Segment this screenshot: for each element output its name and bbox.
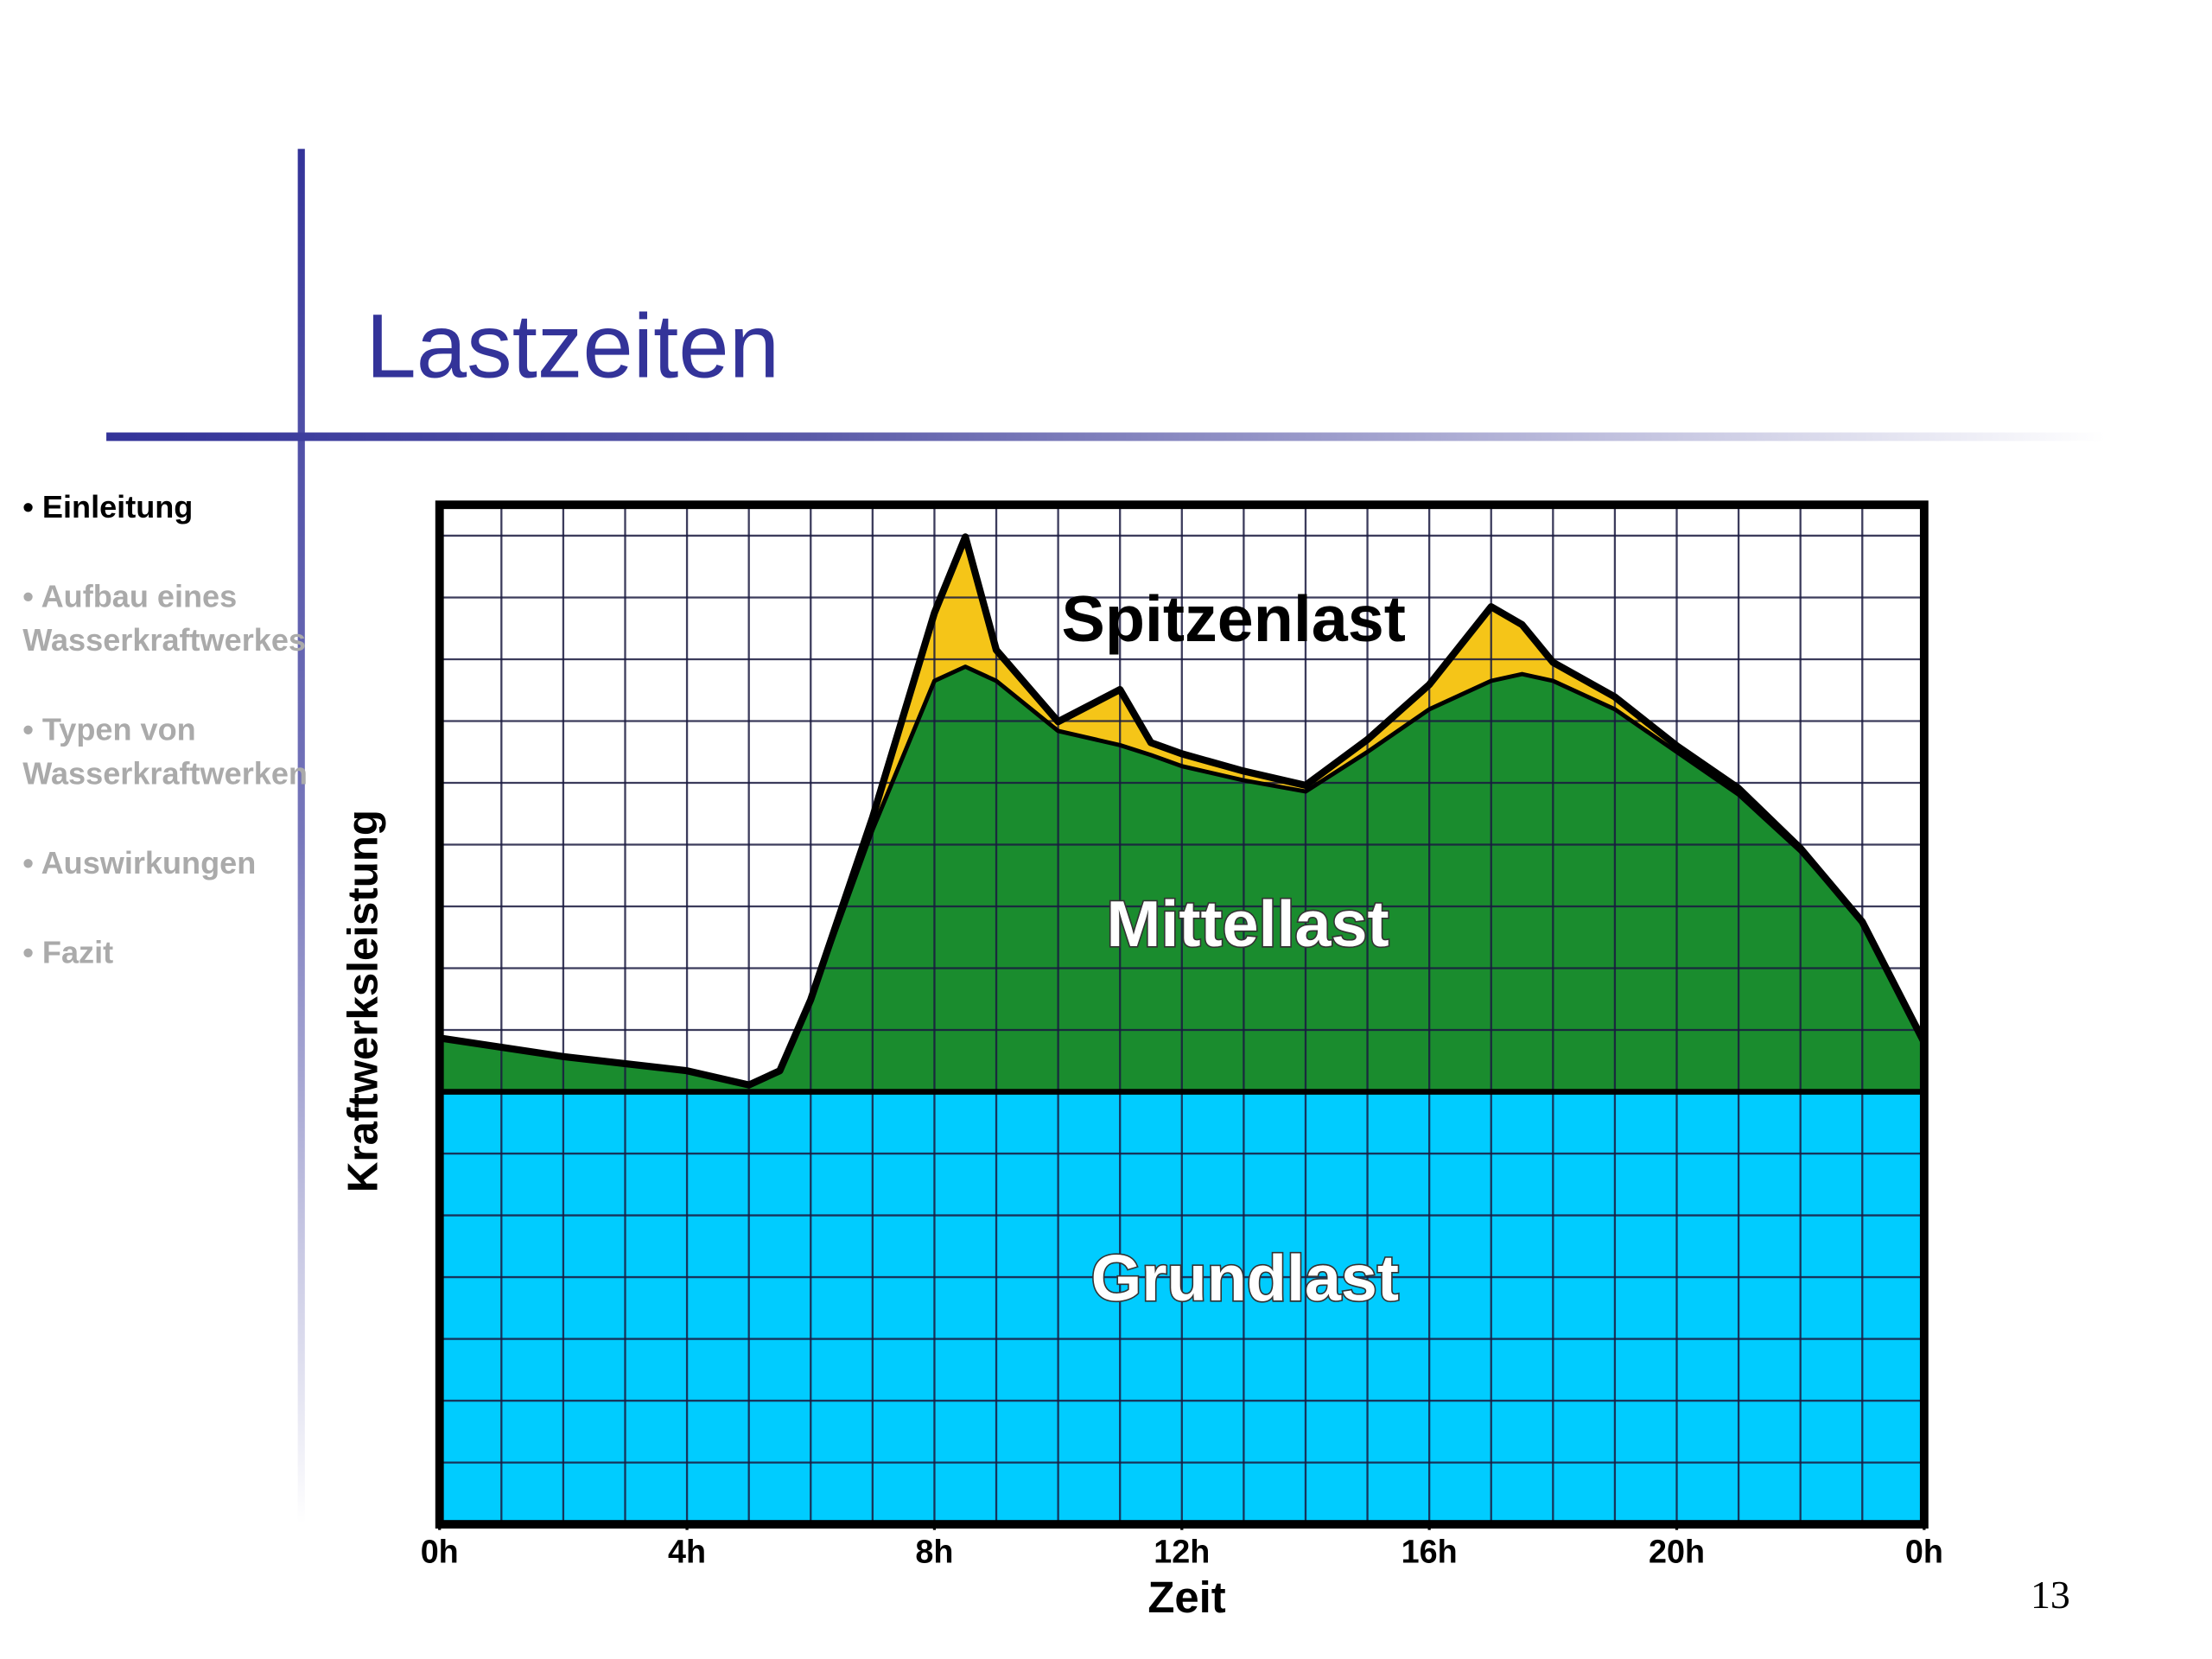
nav-item[interactable]: • Fazit [22, 934, 113, 969]
x-tick-label: 16h [1402, 1533, 1458, 1569]
x-tick-label: 4h [668, 1533, 706, 1569]
chart: Grundlast Mittellast Spitzenlast 0h 4h 8h 12h 1… [340, 500, 1943, 1622]
x-tick-label: 0h [421, 1533, 459, 1569]
nav-item[interactable]: • Aufbau eines [22, 578, 237, 613]
y-axis-label: Kraftwerksleistung [340, 810, 387, 1192]
vertical-rule [297, 149, 305, 1525]
nav-item[interactable]: • Auswirkungen [22, 845, 256, 880]
nav-item[interactable]: Wasserkraftwerken [22, 755, 308, 791]
nav-item[interactable]: • Einleitung [22, 489, 193, 524]
x-tick-label: 8h [915, 1533, 953, 1569]
x-tick-label: 20h [1649, 1533, 1705, 1569]
x-tick-label: 0h [1905, 1533, 1943, 1569]
page-number: 13 [2031, 1573, 2070, 1617]
series-label: Grundlast [1091, 1242, 1399, 1314]
navigation: • Einleitung • Aufbau eines Wasserkraftwer… [22, 489, 308, 969]
horizontal-rule [106, 432, 2106, 442]
slide-title: Lastzeiten [365, 296, 779, 397]
x-axis-label: Zeit [1147, 1573, 1225, 1622]
series-label: Spitzenlast [1061, 582, 1405, 655]
nav-item[interactable]: • Typen von [22, 712, 195, 747]
series-label: Mittellast [1107, 887, 1389, 960]
nav-item[interactable]: Wasserkraftwerkes [22, 622, 306, 658]
x-tick-label: 12h [1154, 1533, 1210, 1569]
layer-outline [439, 533, 1928, 1089]
